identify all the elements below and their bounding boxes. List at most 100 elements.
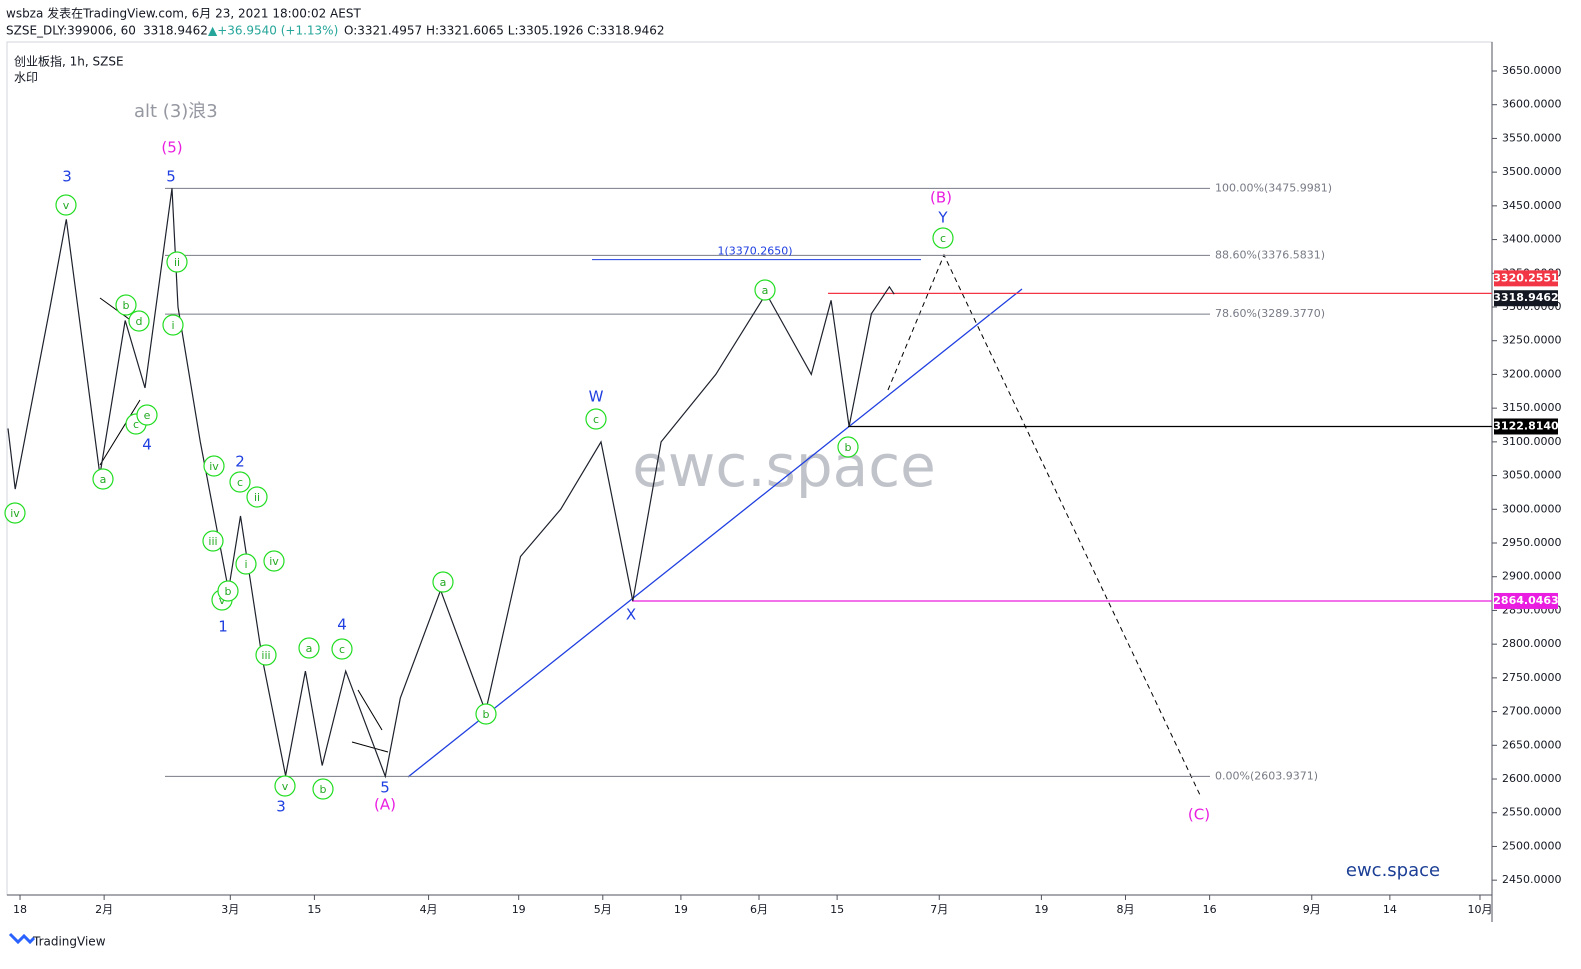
wave-label: v — [219, 594, 226, 607]
wave-label: c — [593, 413, 599, 426]
trend-line — [407, 288, 1023, 778]
wave-label: c — [339, 643, 345, 656]
chart-title: 创业板指, 1h, SZSE — [14, 54, 124, 69]
wave-label: 3 — [276, 798, 286, 816]
y-tick-label: 2800.0000 — [1502, 637, 1562, 650]
wave-label: i — [171, 319, 174, 332]
wave-circle — [932, 227, 954, 249]
wave-label: b — [225, 585, 232, 598]
wave-circle — [217, 580, 239, 602]
x-tick-label: 7月 — [930, 903, 948, 916]
wave-circle — [203, 455, 225, 477]
wave-label: a — [762, 284, 769, 297]
y-tick-label: 2650.0000 — [1502, 738, 1562, 751]
x-tick-label: 2月 — [95, 903, 113, 916]
target-label: 1(3370.2650) — [717, 245, 792, 258]
subtitle: 水印 — [14, 71, 38, 85]
wave-circle — [162, 314, 184, 336]
wave-circle — [166, 251, 188, 273]
wave-label: v — [63, 199, 70, 212]
x-tick-label: 8月 — [1117, 903, 1135, 916]
wave-circle — [274, 775, 296, 797]
wave-label: X — [626, 606, 636, 624]
wave-label: (A) — [374, 796, 396, 814]
change: ▲+36.9540 (+1.13%) — [208, 24, 338, 38]
wave-circle — [202, 530, 224, 552]
wave-label: 4 — [337, 616, 347, 634]
y-tick-label: 3150.0000 — [1502, 401, 1562, 414]
x-tick-label: 15 — [830, 903, 844, 916]
wave-circle — [263, 550, 285, 572]
wave-label: c — [237, 476, 243, 489]
y-tick-label: 3100.0000 — [1502, 435, 1562, 448]
x-tick-label: 16 — [1203, 903, 1217, 916]
x-tick-label: 10月 — [1467, 903, 1492, 916]
wave-circle — [298, 637, 320, 659]
projection — [887, 253, 1201, 796]
wave-label: b — [483, 708, 490, 721]
y-tick-label: 3400.0000 — [1502, 233, 1562, 246]
wave-label: iv — [209, 460, 219, 473]
wave-label: (B) — [930, 189, 952, 207]
wave-label: iii — [261, 649, 270, 662]
last-price-label: 3318.9462 — [1493, 291, 1558, 304]
symbol: SZSE_DLY:399006, 60 — [6, 24, 136, 38]
wave-label: d — [136, 315, 143, 328]
wave-circle — [128, 310, 150, 332]
wedge-line — [357, 689, 383, 731]
wave-circle — [585, 408, 607, 430]
price-badge-label: 3122.8140 — [1493, 419, 1559, 432]
fib-label: 0.00%(2603.9371) — [1215, 769, 1318, 782]
wave-label: 3 — [62, 168, 72, 186]
y-tick-label: 3500.0000 — [1502, 165, 1562, 178]
wave-circle — [136, 404, 158, 426]
y-tick-label: 2600.0000 — [1502, 772, 1562, 785]
wave-label: 1 — [218, 618, 228, 636]
wave-circle — [246, 486, 268, 508]
y-tick-label: 3000.0000 — [1502, 502, 1562, 515]
wave-label: e — [144, 409, 151, 422]
y-tick-label: 2950.0000 — [1502, 536, 1562, 549]
wave-label: 5 — [380, 779, 390, 797]
wave-label: b — [845, 441, 852, 454]
x-tick-label: 4月 — [420, 903, 438, 916]
y-tick-label: 2550.0000 — [1502, 806, 1562, 819]
wave-label: ii — [254, 491, 260, 504]
wave-label: iv — [269, 555, 279, 568]
price: 3318.9462 — [143, 24, 208, 38]
x-tick-label: 19 — [1034, 903, 1048, 916]
price-badge-label: 2864.0463 — [1493, 594, 1558, 607]
x-tick-label: 19 — [512, 903, 526, 916]
price-badge — [1494, 418, 1558, 435]
wave-circle — [229, 471, 251, 493]
y-tick-label: 2750.0000 — [1502, 671, 1562, 684]
wave-label: c — [940, 232, 946, 245]
wave-label: iii — [208, 535, 217, 548]
x-tick-label: 14 — [1383, 903, 1397, 916]
wave-label: Y — [937, 209, 948, 227]
x-tick-label: 18 — [13, 903, 27, 916]
wave-circle — [475, 703, 497, 725]
wedge-line — [99, 399, 141, 466]
wave-circle — [312, 778, 334, 800]
price-badge — [1494, 592, 1558, 609]
wave-label: a — [306, 642, 313, 655]
signature: ewc.space — [1346, 860, 1440, 881]
wave-label: 5 — [166, 168, 176, 186]
wave-label: a — [100, 473, 107, 486]
wave-label: v — [282, 780, 289, 793]
y-tick-label: 3650.0000 — [1502, 64, 1562, 77]
wave-label: a — [440, 576, 447, 589]
x-tick-label: 3月 — [221, 903, 239, 916]
watermark: ewc.space — [632, 432, 936, 500]
wave-circle — [837, 436, 859, 458]
tv-logo — [8, 932, 36, 945]
wave-label: ii — [174, 256, 180, 269]
wave-label: i — [244, 558, 247, 571]
x-tick-label: 9月 — [1303, 903, 1321, 916]
wave-label: b — [123, 299, 130, 312]
wave-circle — [331, 638, 353, 660]
wave-label: b — [320, 783, 327, 796]
price-badge-label: 3320.2551 — [1493, 271, 1558, 284]
